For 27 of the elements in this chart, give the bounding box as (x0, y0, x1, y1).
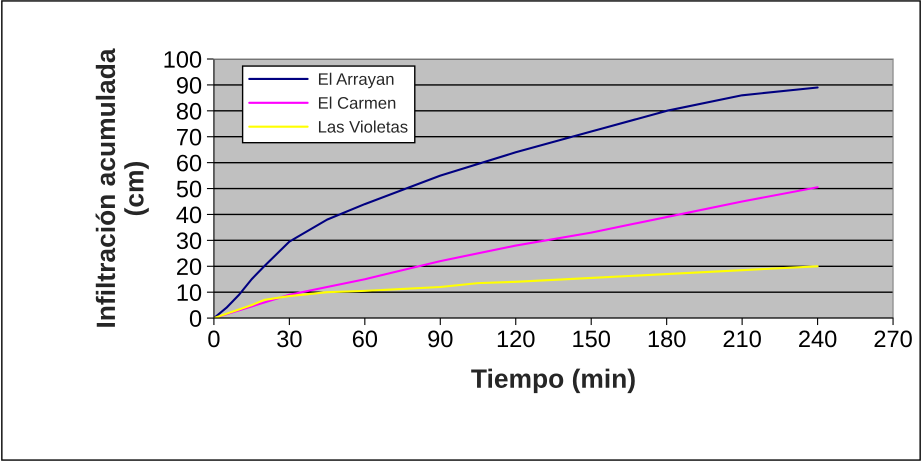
x-tick-label: 210 (724, 330, 761, 348)
y-axis-title: Infiltración acumulada (cm) (96, 48, 149, 327)
y-tick-label: 60 (177, 154, 202, 172)
y-tick-label: 20 (177, 258, 202, 276)
y-tick-label: 90 (176, 76, 202, 94)
x-tick-label: 30 (277, 330, 302, 348)
legend-label: El Carmen (318, 96, 396, 109)
legend-label: Las Violetas (318, 120, 408, 133)
y-tick-label: 0 (190, 310, 202, 327)
x-axis-title: Tiempo (min) (471, 368, 635, 394)
x-tick-label: 90 (428, 330, 452, 348)
x-tick-label: 240 (799, 330, 836, 348)
legend-label: El Arrayan (318, 72, 394, 88)
y-tick-label: 80 (176, 102, 202, 120)
y-tick-label: 30 (176, 232, 202, 250)
x-tick-label: 150 (573, 330, 610, 348)
x-tick-label: 120 (498, 330, 535, 348)
y-tick-label: 70 (177, 128, 202, 146)
y-tick-label: 100 (164, 51, 202, 68)
x-tick-label: 60 (352, 330, 378, 348)
y-tick-label: 50 (176, 180, 202, 198)
x-tick-label: 0 (208, 330, 220, 348)
line-series (214, 265, 819, 318)
x-tick-label: 180 (648, 330, 686, 348)
y-tick-label: 40 (176, 206, 202, 224)
x-tick-label: 270 (874, 330, 912, 348)
y-tick-label: 10 (178, 284, 202, 301)
